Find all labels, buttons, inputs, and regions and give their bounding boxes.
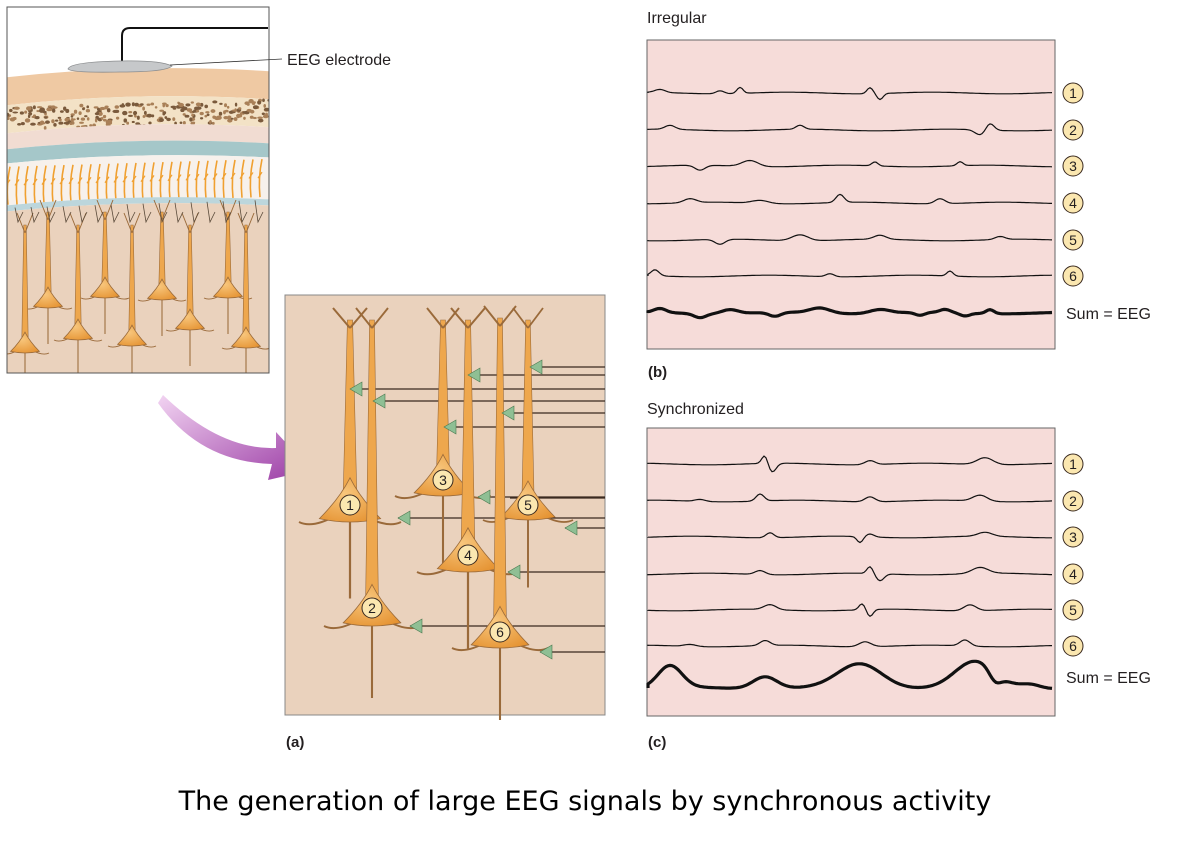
synchronized-trace-label-1: 1 (1062, 453, 1084, 475)
panel-b-title: Irregular (647, 10, 707, 27)
svg-text:4: 4 (1069, 195, 1077, 211)
scalp-layer (7, 68, 269, 106)
eeg-electrode (67, 27, 283, 73)
neuron-label-5: 5 (517, 494, 539, 516)
svg-text:1: 1 (346, 497, 354, 513)
pyramidal-neurons (298, 305, 574, 720)
synapses (349, 359, 578, 660)
panel-b-trace-box (646, 39, 1056, 350)
svg-text:6: 6 (1069, 268, 1077, 284)
synchronized-trace-5 (647, 603, 1052, 618)
irregular-traces (646, 86, 1053, 320)
svg-text:5: 5 (524, 497, 532, 513)
synchronized-trace-label-3: 3 (1062, 526, 1084, 548)
svg-text:2: 2 (1069, 122, 1077, 138)
synchronized-traces (646, 455, 1053, 690)
svg-text:3: 3 (439, 472, 447, 488)
neuron-label-3: 3 (432, 469, 454, 491)
svg-text:4: 4 (464, 547, 472, 563)
irregular-trace-3 (647, 159, 1053, 171)
svg-text:3: 3 (1069, 529, 1077, 545)
synchronized-trace-1 (647, 455, 1053, 473)
irregular-trace-label-1: 1 (1062, 82, 1084, 104)
neuron-label-6: 6 (489, 621, 511, 643)
synchronized-trace-label-2: 2 (1062, 490, 1084, 512)
synchronized-trace-label-6: 6 (1062, 635, 1084, 657)
arachnoid-trabeculae (7, 158, 263, 205)
irregular-sum-trace (646, 306, 1053, 320)
panel-a-neuron-box: 1 2 3 4 5 6 (284, 294, 606, 720)
synchronized-sum-trace (646, 659, 1053, 690)
irregular-trace-6 (647, 269, 1053, 278)
synchronized-trace-label-4: 4 (1062, 563, 1084, 585)
panel-b-sum-label: Sum = EEG (1066, 306, 1151, 323)
svg-text:6: 6 (496, 624, 504, 640)
cortex-neurons (7, 199, 269, 373)
irregular-trace-labels: 1 2 3 4 5 6 (1062, 82, 1084, 287)
panel-c-label: (c) (648, 734, 666, 751)
svg-text:2: 2 (368, 600, 376, 616)
skull-texture (7, 98, 269, 131)
svg-text:3: 3 (1069, 158, 1077, 174)
panel-c-title: Synchronized (647, 401, 744, 418)
svg-text:1: 1 (1069, 456, 1077, 472)
svg-text:1: 1 (1069, 85, 1077, 101)
irregular-trace-label-5: 5 (1062, 229, 1084, 251)
synchronized-trace-6 (647, 639, 1052, 648)
panel-b-label: (b) (648, 364, 667, 381)
arachnoid-layer (7, 140, 269, 164)
neuron-label-1: 1 (339, 494, 361, 516)
irregular-trace-2 (647, 123, 1052, 136)
irregular-trace-label-3: 3 (1062, 155, 1084, 177)
svg-text:4: 4 (1069, 566, 1077, 582)
synchronized-trace-4 (647, 565, 1052, 582)
synchronized-trace-2 (647, 493, 1053, 503)
svg-text:5: 5 (1069, 232, 1077, 248)
panel-c-sum-label: Sum = EEG (1066, 670, 1151, 687)
svg-text:6: 6 (1069, 638, 1077, 654)
figure-caption: The generation of large EEG signals by s… (178, 786, 992, 817)
irregular-trace-5 (647, 234, 1053, 245)
synchronized-trace-3 (647, 531, 1052, 544)
irregular-trace-4 (647, 193, 1052, 205)
neuron-labels: 1 2 3 4 5 6 (339, 469, 539, 643)
irregular-trace-label-6: 6 (1062, 265, 1084, 287)
synchronized-trace-label-5: 5 (1062, 599, 1084, 621)
pia-layer (7, 197, 269, 212)
eeg-figure: EEG electrode 1 2 3 4 5 6 (a) Irregular 1 2 3 4 5… (6, 6, 1151, 751)
irregular-trace-label-2: 2 (1062, 119, 1084, 141)
panel-a-label: (a) (286, 734, 304, 751)
synchronized-trace-labels: 1 2 3 4 5 6 (1062, 453, 1084, 657)
irregular-trace-1 (647, 86, 1053, 101)
svg-text:5: 5 (1069, 602, 1077, 618)
neuron-label-4: 4 (457, 544, 479, 566)
magnify-arrow (158, 395, 311, 480)
svg-text:2: 2 (1069, 493, 1077, 509)
irregular-trace-label-4: 4 (1062, 192, 1084, 214)
electrode-label: EEG electrode (287, 52, 391, 69)
dura-layer (7, 124, 269, 150)
neuron-label-2: 2 (361, 597, 383, 619)
